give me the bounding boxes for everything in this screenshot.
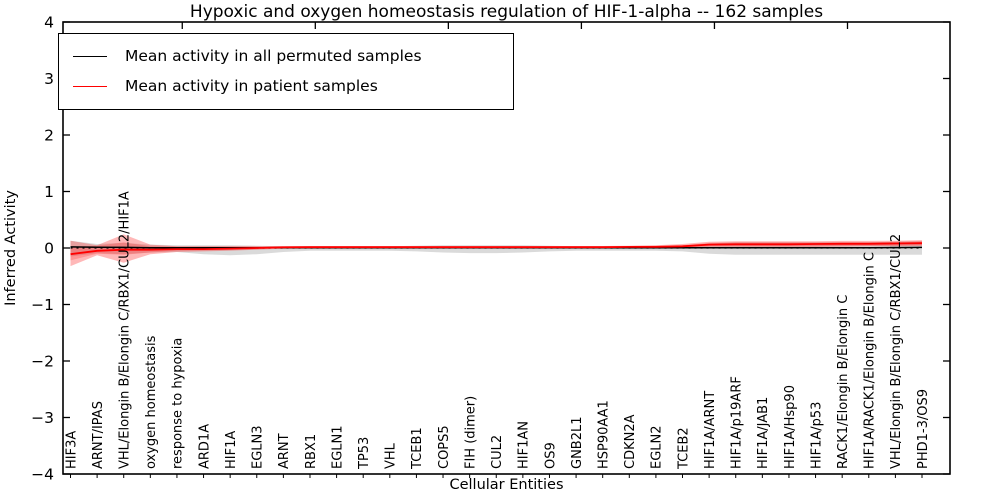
x-tick-label: VHL/Elongin B/Elongin C/RBX1/CUL2 <box>889 234 904 469</box>
y-tick-label: 0 <box>44 240 54 258</box>
x-tick-label: TCEB2 <box>676 427 691 470</box>
legend: Mean activity in all permuted samples Me… <box>58 33 514 110</box>
patient-inner-band <box>70 241 922 261</box>
x-tick-label: FIH (dimer) <box>463 396 478 469</box>
x-tick-label: HSP90AA1 <box>597 400 612 469</box>
patient-mean-line <box>70 242 923 256</box>
x-tick-label: VHL <box>384 442 399 469</box>
x-tick-label: HIF3A <box>64 431 79 469</box>
x-tick-label: oxygen homeostasis <box>144 335 159 469</box>
legend-item-patient: Mean activity in patient samples <box>73 71 503 101</box>
x-tick-label: response to hypoxia <box>171 338 186 469</box>
x-tick-label: HIF1AN <box>517 421 532 469</box>
x-tick-label: ARNT <box>277 433 292 469</box>
y-axis-label: Inferred Activity <box>3 190 19 306</box>
y-tick-label: −4 <box>31 466 54 484</box>
x-tick-label: GNB2L1 <box>570 416 585 469</box>
y-tick-label: −1 <box>31 296 54 314</box>
x-tick-label: ARNT/IPAS <box>91 401 106 469</box>
x-tick-label: HIF1A/Hsp90 <box>783 385 798 469</box>
x-tick-label: TP53 <box>357 437 372 470</box>
legend-label: Mean activity in patient samples <box>125 77 378 95</box>
patient-line-sample-icon <box>73 85 107 87</box>
x-axis-label: Cellular Entities <box>449 477 564 493</box>
x-tick-label: HIF1A/ARNT <box>703 391 718 469</box>
x-tick-label: OS9 <box>543 442 558 469</box>
chart-title: Hypoxic and oxygen homeostasis regulatio… <box>189 2 824 22</box>
legend-item-permuted: Mean activity in all permuted samples <box>73 41 503 71</box>
x-tick-label: COPS5 <box>437 425 452 469</box>
x-tick-label: TCEB1 <box>410 427 425 470</box>
x-tick-label: HIF1A/RACK1/Elongin B/Elongin C <box>863 252 878 469</box>
patient-std-band <box>70 234 922 267</box>
legend-label: Mean activity in all permuted samples <box>125 47 422 65</box>
y-tick-label: 3 <box>44 70 54 88</box>
permuted-line-sample-icon <box>73 55 107 57</box>
x-tick-label: EGLN2 <box>650 425 665 469</box>
x-tick-label: PHD1-3/OS9 <box>916 389 931 469</box>
x-tick-label: VHL/Elongin B/Elongin C/RBX1/CUL2/HIF1A <box>118 191 133 469</box>
y-tick-label: 4 <box>44 14 54 32</box>
x-tick-label: CDKN2A <box>623 414 638 469</box>
x-tick-label: RACK1/Elongin B/Elongin C <box>836 295 851 469</box>
x-tick-label: CUL2 <box>490 435 505 469</box>
x-tick-label: ARD1A <box>197 424 212 469</box>
x-tick-label: EGLN1 <box>330 425 345 469</box>
x-tick-label: HIF1A/p19ARF <box>730 376 745 469</box>
y-tick-label: 2 <box>44 127 54 145</box>
y-tick-label: −3 <box>31 409 54 427</box>
y-tick-label: 1 <box>44 183 54 201</box>
x-tick-label: EGLN3 <box>251 425 266 469</box>
x-tick-label: HIF1A <box>224 431 239 469</box>
x-tick-label: RBX1 <box>304 434 319 469</box>
x-tick-label: HIF1A/JAB1 <box>756 397 771 469</box>
y-tick-label: −2 <box>31 353 54 371</box>
x-tick-label: HIF1A/p53 <box>809 402 824 469</box>
